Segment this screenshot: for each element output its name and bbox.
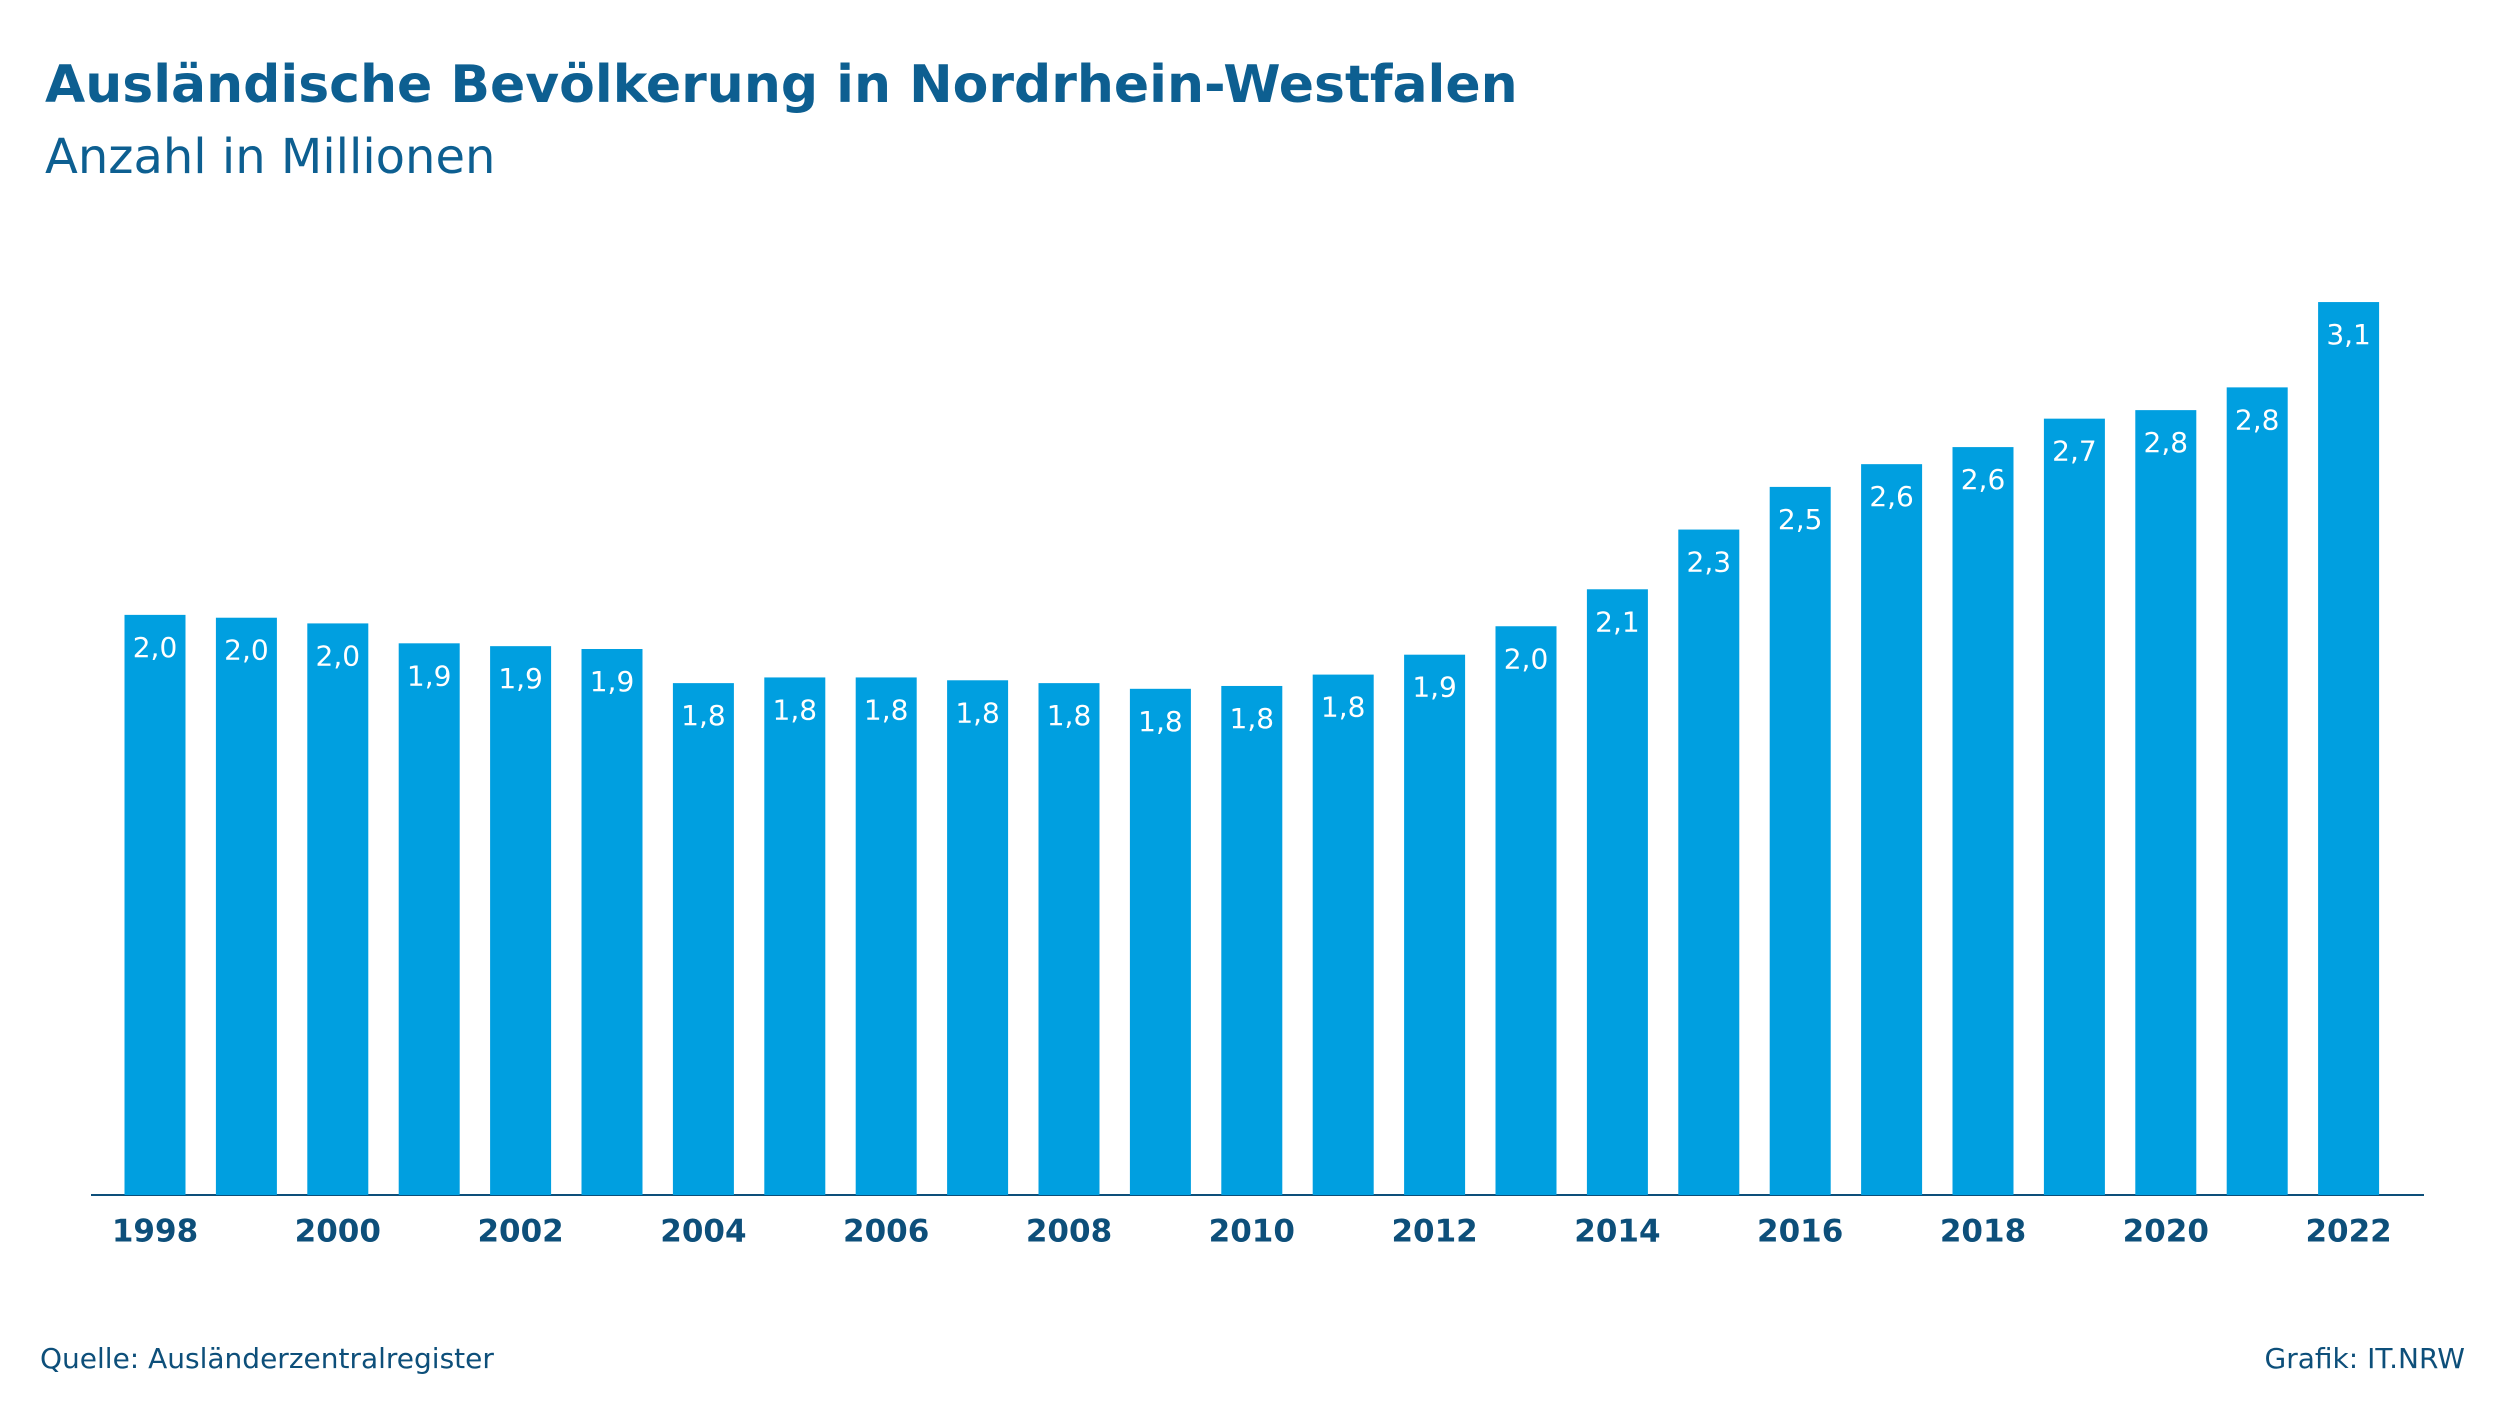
- chart-subtitle: Anzahl in Millionen: [45, 129, 495, 185]
- value-label: 1,8: [1047, 699, 1092, 732]
- bar: [2226, 387, 2288, 1195]
- bar: [581, 649, 643, 1195]
- x-tick-label: 2018: [1940, 1214, 2026, 1250]
- value-label: 1,8: [681, 699, 726, 732]
- value-label: 2,0: [316, 639, 361, 672]
- value-label: 2,7: [2052, 435, 2097, 468]
- value-label: 2,3: [1687, 546, 1732, 579]
- x-tick-label: 1998: [112, 1214, 198, 1250]
- bar: [490, 646, 552, 1195]
- value-label: 1,8: [1138, 705, 1183, 738]
- bar: [1952, 447, 2014, 1195]
- value-label: 2,6: [1961, 463, 2006, 496]
- bar: [1495, 626, 1557, 1195]
- x-tick-label: 2006: [843, 1214, 929, 1250]
- x-tick-label: 2016: [1757, 1214, 1843, 1250]
- value-label: 1,8: [864, 693, 909, 726]
- chart-title: Ausländische Bevölkerung in Nordrhein-We…: [45, 55, 1518, 115]
- bar: [124, 614, 186, 1195]
- value-label: 2,0: [133, 631, 178, 664]
- x-tick-label: 2022: [2305, 1214, 2391, 1250]
- bar: [398, 643, 460, 1195]
- value-label: 2,0: [224, 634, 269, 667]
- value-label: 1,8: [773, 693, 818, 726]
- bar: [307, 623, 369, 1195]
- source: Quelle: Ausländerzentralregister: [40, 1342, 494, 1375]
- bar: [1312, 674, 1374, 1195]
- x-tick-label: 2020: [2123, 1214, 2209, 1250]
- value-label: 1,9: [590, 665, 635, 698]
- bar: [855, 677, 917, 1195]
- value-label: 2,5: [1778, 503, 1823, 536]
- x-tick-label: 2012: [1391, 1214, 1477, 1250]
- bar: [764, 677, 826, 1195]
- value-label: 2,1: [1595, 605, 1640, 638]
- value-label: 3,1: [2326, 318, 2371, 351]
- value-label: 1,9: [1412, 671, 1457, 704]
- bar: [1769, 486, 1831, 1195]
- value-label: 1,8: [1321, 691, 1366, 724]
- bar: [2135, 410, 2197, 1195]
- bar: [947, 680, 1009, 1195]
- value-label: 2,0: [1504, 642, 1549, 675]
- value-label: 1,9: [407, 659, 452, 692]
- x-tick-label: 2002: [477, 1214, 563, 1250]
- value-label: 2,8: [2144, 426, 2189, 459]
- value-label: 1,8: [955, 696, 1000, 729]
- bar: [672, 683, 734, 1195]
- x-tick-label: 2000: [295, 1214, 381, 1250]
- x-tick-label: 2004: [660, 1214, 746, 1250]
- x-tick-label: 2014: [1574, 1214, 1660, 1250]
- bar: [1404, 654, 1466, 1195]
- bar: [1586, 589, 1648, 1195]
- x-tick-label: 2008: [1026, 1214, 1112, 1250]
- bar: [2318, 302, 2380, 1195]
- bar: [2043, 418, 2105, 1195]
- bar: [1129, 688, 1191, 1195]
- value-label: 1,9: [498, 662, 543, 695]
- bar: [1038, 683, 1100, 1195]
- bar: [215, 617, 277, 1195]
- value-label: 2,6: [1869, 480, 1914, 513]
- value-label: 1,8: [1230, 702, 1275, 735]
- value-label: 2,8: [2235, 403, 2280, 436]
- x-tick-label: 2010: [1209, 1214, 1295, 1250]
- credit: Grafik: IT.NRW: [2265, 1342, 2465, 1375]
- bar: [1678, 529, 1740, 1195]
- bar: [1221, 685, 1283, 1195]
- bar: [1861, 464, 1923, 1195]
